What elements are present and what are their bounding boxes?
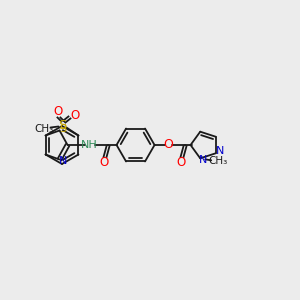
- Text: O: O: [164, 139, 173, 152]
- Text: O: O: [176, 155, 185, 169]
- Text: O: O: [54, 105, 63, 118]
- Text: N: N: [199, 155, 207, 165]
- Text: N: N: [59, 155, 68, 166]
- Text: O: O: [71, 109, 80, 122]
- Text: O: O: [99, 155, 108, 169]
- Text: N: N: [216, 146, 224, 156]
- Text: S: S: [59, 124, 66, 134]
- Text: S: S: [58, 119, 67, 132]
- Text: NH: NH: [81, 140, 98, 150]
- Text: CH₃: CH₃: [35, 124, 54, 134]
- Text: CH₃: CH₃: [208, 156, 228, 166]
